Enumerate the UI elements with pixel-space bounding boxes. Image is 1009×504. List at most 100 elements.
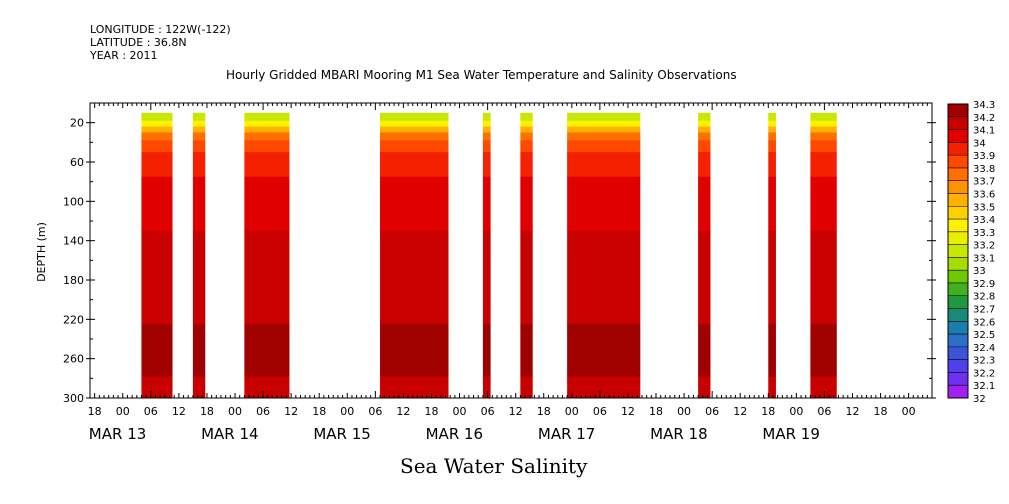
salinity-band <box>698 120 711 128</box>
salinity-band <box>380 324 449 377</box>
salinity-band <box>192 112 206 122</box>
y-tick-label: 260 <box>63 353 84 366</box>
salinity-band <box>192 140 206 153</box>
salinity-band <box>698 112 711 122</box>
colorbar-swatch <box>948 129 968 143</box>
plot-area <box>141 112 837 399</box>
salinity-band <box>141 176 173 232</box>
colorbar-label: 33.5 <box>973 202 995 213</box>
x-tick-label: 00 <box>677 405 691 418</box>
salinity-band <box>244 176 290 232</box>
y-tick-label: 100 <box>63 195 84 208</box>
salinity-band <box>520 152 533 178</box>
salinity-band <box>810 126 837 133</box>
salinity-band <box>810 152 837 178</box>
colorbar-swatch <box>948 334 968 348</box>
salinity-band <box>141 120 173 128</box>
salinity-band <box>380 132 449 141</box>
salinity-band <box>192 126 206 133</box>
salinity-band <box>192 176 206 232</box>
salinity-band <box>141 230 173 325</box>
colorbar-label: 32.3 <box>973 356 995 367</box>
salinity-band <box>244 132 290 141</box>
salinity-band <box>810 140 837 153</box>
salinity-band <box>141 152 173 178</box>
colorbar-label: 33.7 <box>973 177 995 188</box>
y-tick-label: 60 <box>70 156 84 169</box>
salinity-band <box>244 230 290 325</box>
salinity-band <box>482 230 491 325</box>
salinity-band <box>192 230 206 325</box>
variable-label: Sea Water Salinity <box>400 454 588 478</box>
colorbar-swatch <box>948 219 968 233</box>
salinity-band <box>192 152 206 178</box>
salinity-band <box>698 126 711 133</box>
salinity-band <box>698 132 711 141</box>
colorbar-swatch <box>948 180 968 194</box>
salinity-band <box>698 176 711 232</box>
colorbar-label: 32 <box>973 394 986 405</box>
colorbar-swatch <box>948 142 968 156</box>
salinity-band <box>567 112 641 122</box>
salinity-band <box>141 324 173 377</box>
salinity-band <box>768 126 776 133</box>
x-tick-label: 12 <box>621 405 635 418</box>
salinity-band <box>141 126 173 133</box>
colorbar-swatch <box>948 244 968 258</box>
salinity-band <box>244 112 290 122</box>
x-tick-label: 06 <box>144 405 158 418</box>
x-tick-label: 00 <box>789 405 803 418</box>
salinity-band <box>810 230 837 325</box>
data-segment <box>244 112 290 399</box>
chart-title: Hourly Gridded MBARI Mooring M1 Sea Wate… <box>226 68 737 82</box>
x-day-label: MAR 13 <box>89 425 146 443</box>
salinity-band <box>567 126 641 133</box>
colorbar-swatch <box>948 193 968 207</box>
y-tick-label: 180 <box>63 274 84 287</box>
salinity-band <box>768 376 776 399</box>
salinity-band <box>768 176 776 232</box>
colorbar-label: 32.1 <box>973 381 995 392</box>
salinity-band <box>380 376 449 399</box>
salinity-band <box>698 152 711 178</box>
x-tick-label: 00 <box>228 405 242 418</box>
x-tick-label: 06 <box>481 405 495 418</box>
x-tick-label: 06 <box>705 405 719 418</box>
colorbar-label: 33.2 <box>973 241 995 252</box>
x-tick-label: 12 <box>509 405 523 418</box>
salinity-band <box>244 140 290 153</box>
colorbar-label: 33.8 <box>973 164 995 175</box>
x-day-label: MAR 16 <box>426 425 483 443</box>
salinity-band <box>520 112 533 122</box>
salinity-band <box>482 376 491 399</box>
salinity-band <box>768 132 776 141</box>
x-day-label: MAR 17 <box>538 425 595 443</box>
x-tick-label: 00 <box>116 405 130 418</box>
data-segment <box>567 112 641 399</box>
y-tick-label: 220 <box>63 313 84 326</box>
colorbar-swatch <box>948 270 968 284</box>
salinity-band <box>244 152 290 178</box>
x-tick-label: 06 <box>593 405 607 418</box>
x-tick-label: 18 <box>200 405 214 418</box>
colorbar-swatch <box>948 206 968 220</box>
salinity-band <box>192 132 206 141</box>
salinity-band <box>698 140 711 153</box>
salinity-band <box>567 324 641 377</box>
x-day-label: MAR 15 <box>313 425 370 443</box>
data-segment <box>192 112 206 399</box>
colorbar-swatch <box>948 155 968 169</box>
salinity-band <box>810 120 837 128</box>
x-tick-label: 18 <box>88 405 102 418</box>
colorbar-swatch <box>948 308 968 322</box>
colorbar-swatch <box>948 116 968 130</box>
salinity-band <box>192 120 206 128</box>
salinity-band <box>768 140 776 153</box>
x-tick-label: 18 <box>761 405 775 418</box>
x-tick-label: 00 <box>565 405 579 418</box>
colorbar-label: 34.3 <box>973 100 995 111</box>
salinity-band <box>567 176 641 232</box>
colorbar-swatch <box>948 346 968 360</box>
salinity-band <box>810 324 837 377</box>
salinity-band <box>380 176 449 232</box>
